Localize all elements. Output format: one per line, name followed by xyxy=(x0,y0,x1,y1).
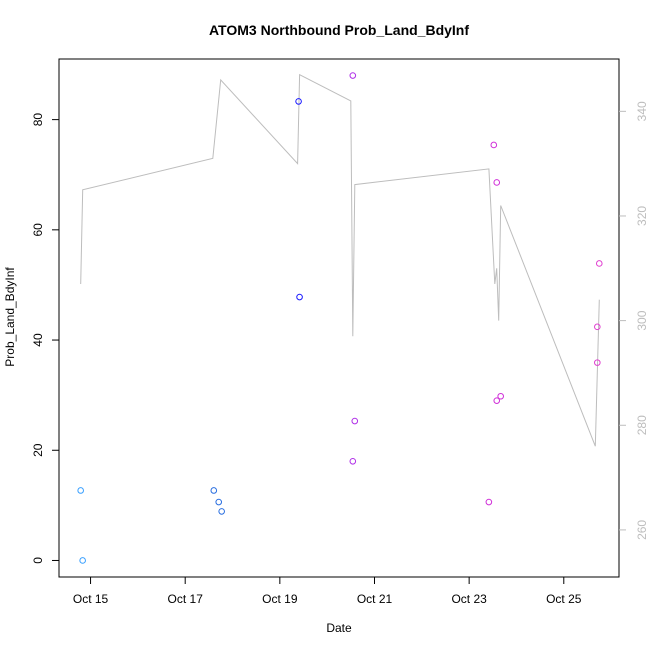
y2-tick-label: 340 xyxy=(635,101,649,121)
data-point xyxy=(490,141,498,149)
x-tick-label: Oct 19 xyxy=(262,592,298,606)
y-tick-label: 80 xyxy=(31,113,45,127)
data-point xyxy=(218,508,225,515)
x-tick-label: Oct 15 xyxy=(73,592,109,606)
x-axis-label: Date xyxy=(326,621,352,635)
data-point xyxy=(296,293,303,301)
data-point xyxy=(595,260,603,267)
data-point xyxy=(295,98,302,105)
y-axis-label: Prob_Land_BdyInf xyxy=(3,267,17,367)
x-tick-label: Oct 17 xyxy=(168,592,204,606)
y-tick-label: 40 xyxy=(31,333,45,347)
y2-tick-label: 280 xyxy=(635,415,649,435)
data-point xyxy=(79,557,86,564)
y-tick-label: 20 xyxy=(31,443,45,457)
data-point xyxy=(349,72,357,79)
chart-marks: Oct 15 Oct 17 Oct 19 Oct 21 Oct 23 Oct 25 0 20 4… xyxy=(31,72,649,606)
data-point xyxy=(349,457,357,465)
x-tick-label: Oct 25 xyxy=(546,592,582,606)
series-line xyxy=(80,73,600,447)
y-tick-label: 60 xyxy=(31,223,45,237)
data-point xyxy=(594,359,601,366)
data-point xyxy=(497,392,504,400)
y-tick-label: 0 xyxy=(31,557,45,564)
x-tick-label: Oct 23 xyxy=(451,592,487,606)
data-point xyxy=(351,417,359,425)
data-point xyxy=(210,487,218,494)
data-point xyxy=(594,323,601,331)
y2-tick-label: 260 xyxy=(635,520,649,540)
y2-tick-label: 320 xyxy=(635,206,649,226)
data-point xyxy=(215,498,223,506)
data-point xyxy=(493,397,501,404)
plot-frame xyxy=(58,58,620,578)
data-point xyxy=(485,498,493,506)
data-point xyxy=(77,487,84,494)
chart-title: ATOM3 Northbound Prob_Land_BdyInf xyxy=(209,22,469,38)
data-point xyxy=(493,179,501,186)
y2-tick-label: 300 xyxy=(635,310,649,330)
x-tick-label: Oct 21 xyxy=(357,592,393,606)
